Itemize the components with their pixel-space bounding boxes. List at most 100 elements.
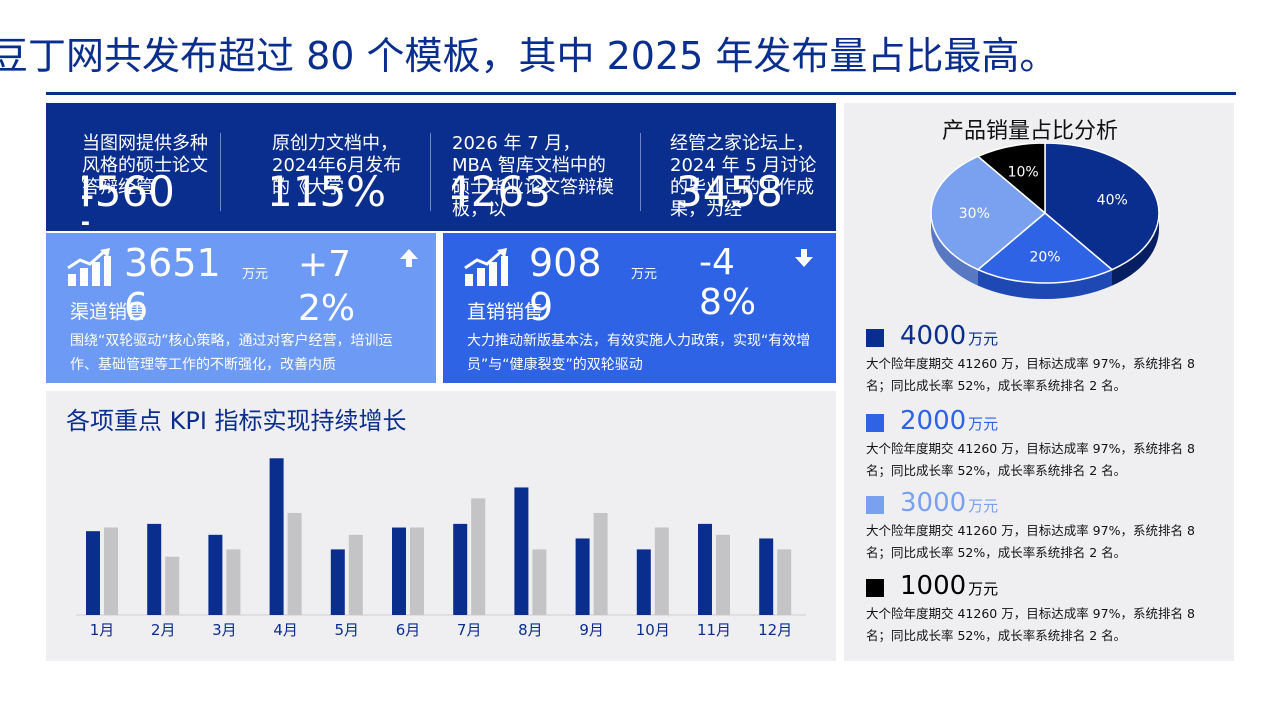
channel-sales-card: 36516 万元 +72% 渠道销售 围绕“双轮驱动”核心策略，通过对客户经营，… — [46, 233, 436, 383]
legend-desc: 大个险年度期交 41260 万，目标达成率 97%，系统排名 8 名；同比成长率… — [866, 441, 1195, 478]
bar — [453, 523, 468, 615]
bar — [392, 527, 406, 615]
pie-label: 30% — [959, 206, 990, 222]
pie-slice — [1044, 143, 1160, 271]
legend-swatch — [866, 329, 884, 347]
stat-value: 45605 — [82, 167, 175, 232]
pie-slice — [976, 143, 1046, 215]
card-name: 直销销售 — [467, 301, 544, 323]
bar — [514, 487, 529, 615]
bar — [226, 549, 241, 615]
bar — [208, 534, 223, 615]
legend-unit: 万元 — [968, 330, 999, 348]
legend-swatch — [866, 579, 884, 597]
bar — [269, 458, 284, 615]
legend-desc: 大个险年度期交 41260 万，目标达成率 97%，系统排名 8 名；同比成长率… — [866, 606, 1195, 643]
legend-unit: 万元 — [968, 580, 999, 598]
legend-number: 1000 — [900, 571, 967, 601]
kpi-bar-chart: 1月 2月 3月 4月 5月 6月 7月 8月 9月 10月 11月 12月 — [76, 458, 806, 639]
bar — [104, 527, 118, 615]
pie-slice — [930, 155, 1047, 271]
page-title: 豆丁网共发布超过 80 个模板，其中 2025 年发布量占比最高。 — [0, 34, 1058, 78]
legend-swatch — [866, 414, 884, 432]
x-tick-label: 1月 — [90, 621, 115, 639]
x-tick-label: 2月 — [151, 621, 176, 639]
x-tick-label: 8月 — [518, 621, 543, 639]
stat-value: 3458 — [676, 167, 783, 216]
stat-value: 115% — [272, 167, 387, 216]
pie-title: 产品销量占比分析 — [941, 119, 1118, 144]
stats-band: 当图网提供多种风格的硕士论文答辩经管 45605 原创力文档中，2024年6月发… — [46, 103, 836, 231]
legend-desc: 大个险年度期交 41260 万，目标达成率 97%，系统排名 8 名；同比成长率… — [866, 523, 1195, 560]
stat-divider — [640, 133, 641, 211]
legend-number: 4000 — [900, 321, 967, 351]
bar — [471, 498, 486, 615]
legend-value: 2000 万元 — [900, 404, 998, 441]
bar — [532, 549, 547, 615]
bar — [147, 523, 162, 615]
product-share-panel: 产品销量占比分析 40% 20% 30% 10% 4000 万元 大个险年度期交 412… — [844, 103, 1234, 661]
bar — [654, 527, 669, 615]
stat-text: 原创力文档中，2024年6月发布的《大学 — [272, 133, 402, 198]
title-rule — [46, 92, 1236, 95]
bar — [165, 556, 180, 615]
legend-value: 1000 万元 — [900, 569, 998, 606]
x-tick-label: 12月 — [758, 621, 792, 639]
bar — [777, 549, 792, 615]
bar — [698, 523, 712, 615]
legend-value: 3000 万元 — [900, 486, 998, 523]
pie-chart: 40% 20% 30% 10% — [930, 143, 1160, 299]
stat-2: 原创力文档中，2024年6月发布的《大学 115% — [272, 133, 422, 231]
x-tick-label: 10月 — [636, 621, 670, 639]
bar — [716, 534, 730, 615]
bar — [287, 512, 302, 615]
x-tick-label: 5月 — [335, 621, 360, 639]
legend-number: 2000 — [900, 406, 967, 436]
x-tick-label: 6月 — [396, 621, 421, 639]
card-unit: 万元 — [631, 267, 658, 282]
card-percent: +72% — [298, 244, 356, 329]
pie-side — [977, 269, 1113, 299]
card-value: 9089 — [529, 241, 602, 329]
pie-label: 10% — [1008, 165, 1039, 181]
kpi-title: 各项重点 KPI 指标实现持续增长 — [66, 407, 407, 435]
pie-side — [1112, 213, 1159, 286]
kpi-panel: 各项重点 KPI 指标实现持续增长 1月 2月 3月 4月 5月 6月 7月 8月 9月 10月 1… — [46, 391, 836, 661]
bar — [759, 538, 774, 615]
stat-3: 2026 年 7 月，MBA 智库文档中的硕士毕业论文答辩模板，以 4263 — [452, 133, 622, 231]
bar — [575, 538, 590, 615]
direct-sales-card: 9089 万元 -48% 直销销售 大力推动新版基本法，有效实施人力政策，实现“… — [443, 233, 836, 383]
card-unit: 万元 — [242, 267, 269, 282]
stat-value: 4263 — [452, 167, 551, 216]
stat-divider — [430, 133, 431, 211]
stat-divider — [220, 133, 221, 211]
x-tick-label: 3月 — [212, 621, 237, 639]
stat-4: 经管之家论坛上，2024 年 5 月讨论的毕业已的工作成果，为经 3458 — [670, 133, 836, 231]
pie-slice — [976, 212, 1114, 284]
legend-number: 3000 — [900, 488, 967, 518]
pie-label: 20% — [1029, 249, 1060, 265]
arrow-down-icon — [795, 249, 813, 267]
legend-swatch — [866, 496, 884, 514]
bar — [348, 534, 363, 615]
legend-value: 4000 万元 — [900, 319, 998, 356]
legend-unit: 万元 — [968, 415, 999, 433]
bar-chart-icon — [464, 248, 508, 286]
legend-desc: 大个险年度期交 41260 万，目标达成率 97%，系统排名 8 名；同比成长率… — [866, 356, 1195, 393]
stat-1: 当图网提供多种风格的硕士论文答辩经管 45605 — [82, 133, 232, 231]
pie-label: 40% — [1097, 193, 1128, 209]
bar — [410, 527, 424, 615]
pie-side — [931, 213, 978, 286]
x-tick-label: 4月 — [273, 621, 298, 639]
bar — [86, 531, 100, 615]
bar — [636, 549, 651, 615]
card-percent: -48% — [699, 242, 757, 323]
x-tick-label: 9月 — [579, 621, 604, 639]
stat-text: 当图网提供多种风格的硕士论文答辩经管 — [82, 133, 208, 198]
bar — [330, 549, 345, 615]
card-desc: 围绕“双轮驱动”核心策略，通过对客户经营，培训运作、基础管理等工作的不断强化，改… — [70, 333, 393, 373]
card-name: 渠道销售 — [70, 301, 147, 323]
legend-unit: 万元 — [968, 497, 999, 515]
card-value: 36516 — [124, 241, 221, 329]
stat-text: 经管之家论坛上，2024 年 5 月讨论的毕业已的工作成果，为经 — [670, 133, 817, 220]
